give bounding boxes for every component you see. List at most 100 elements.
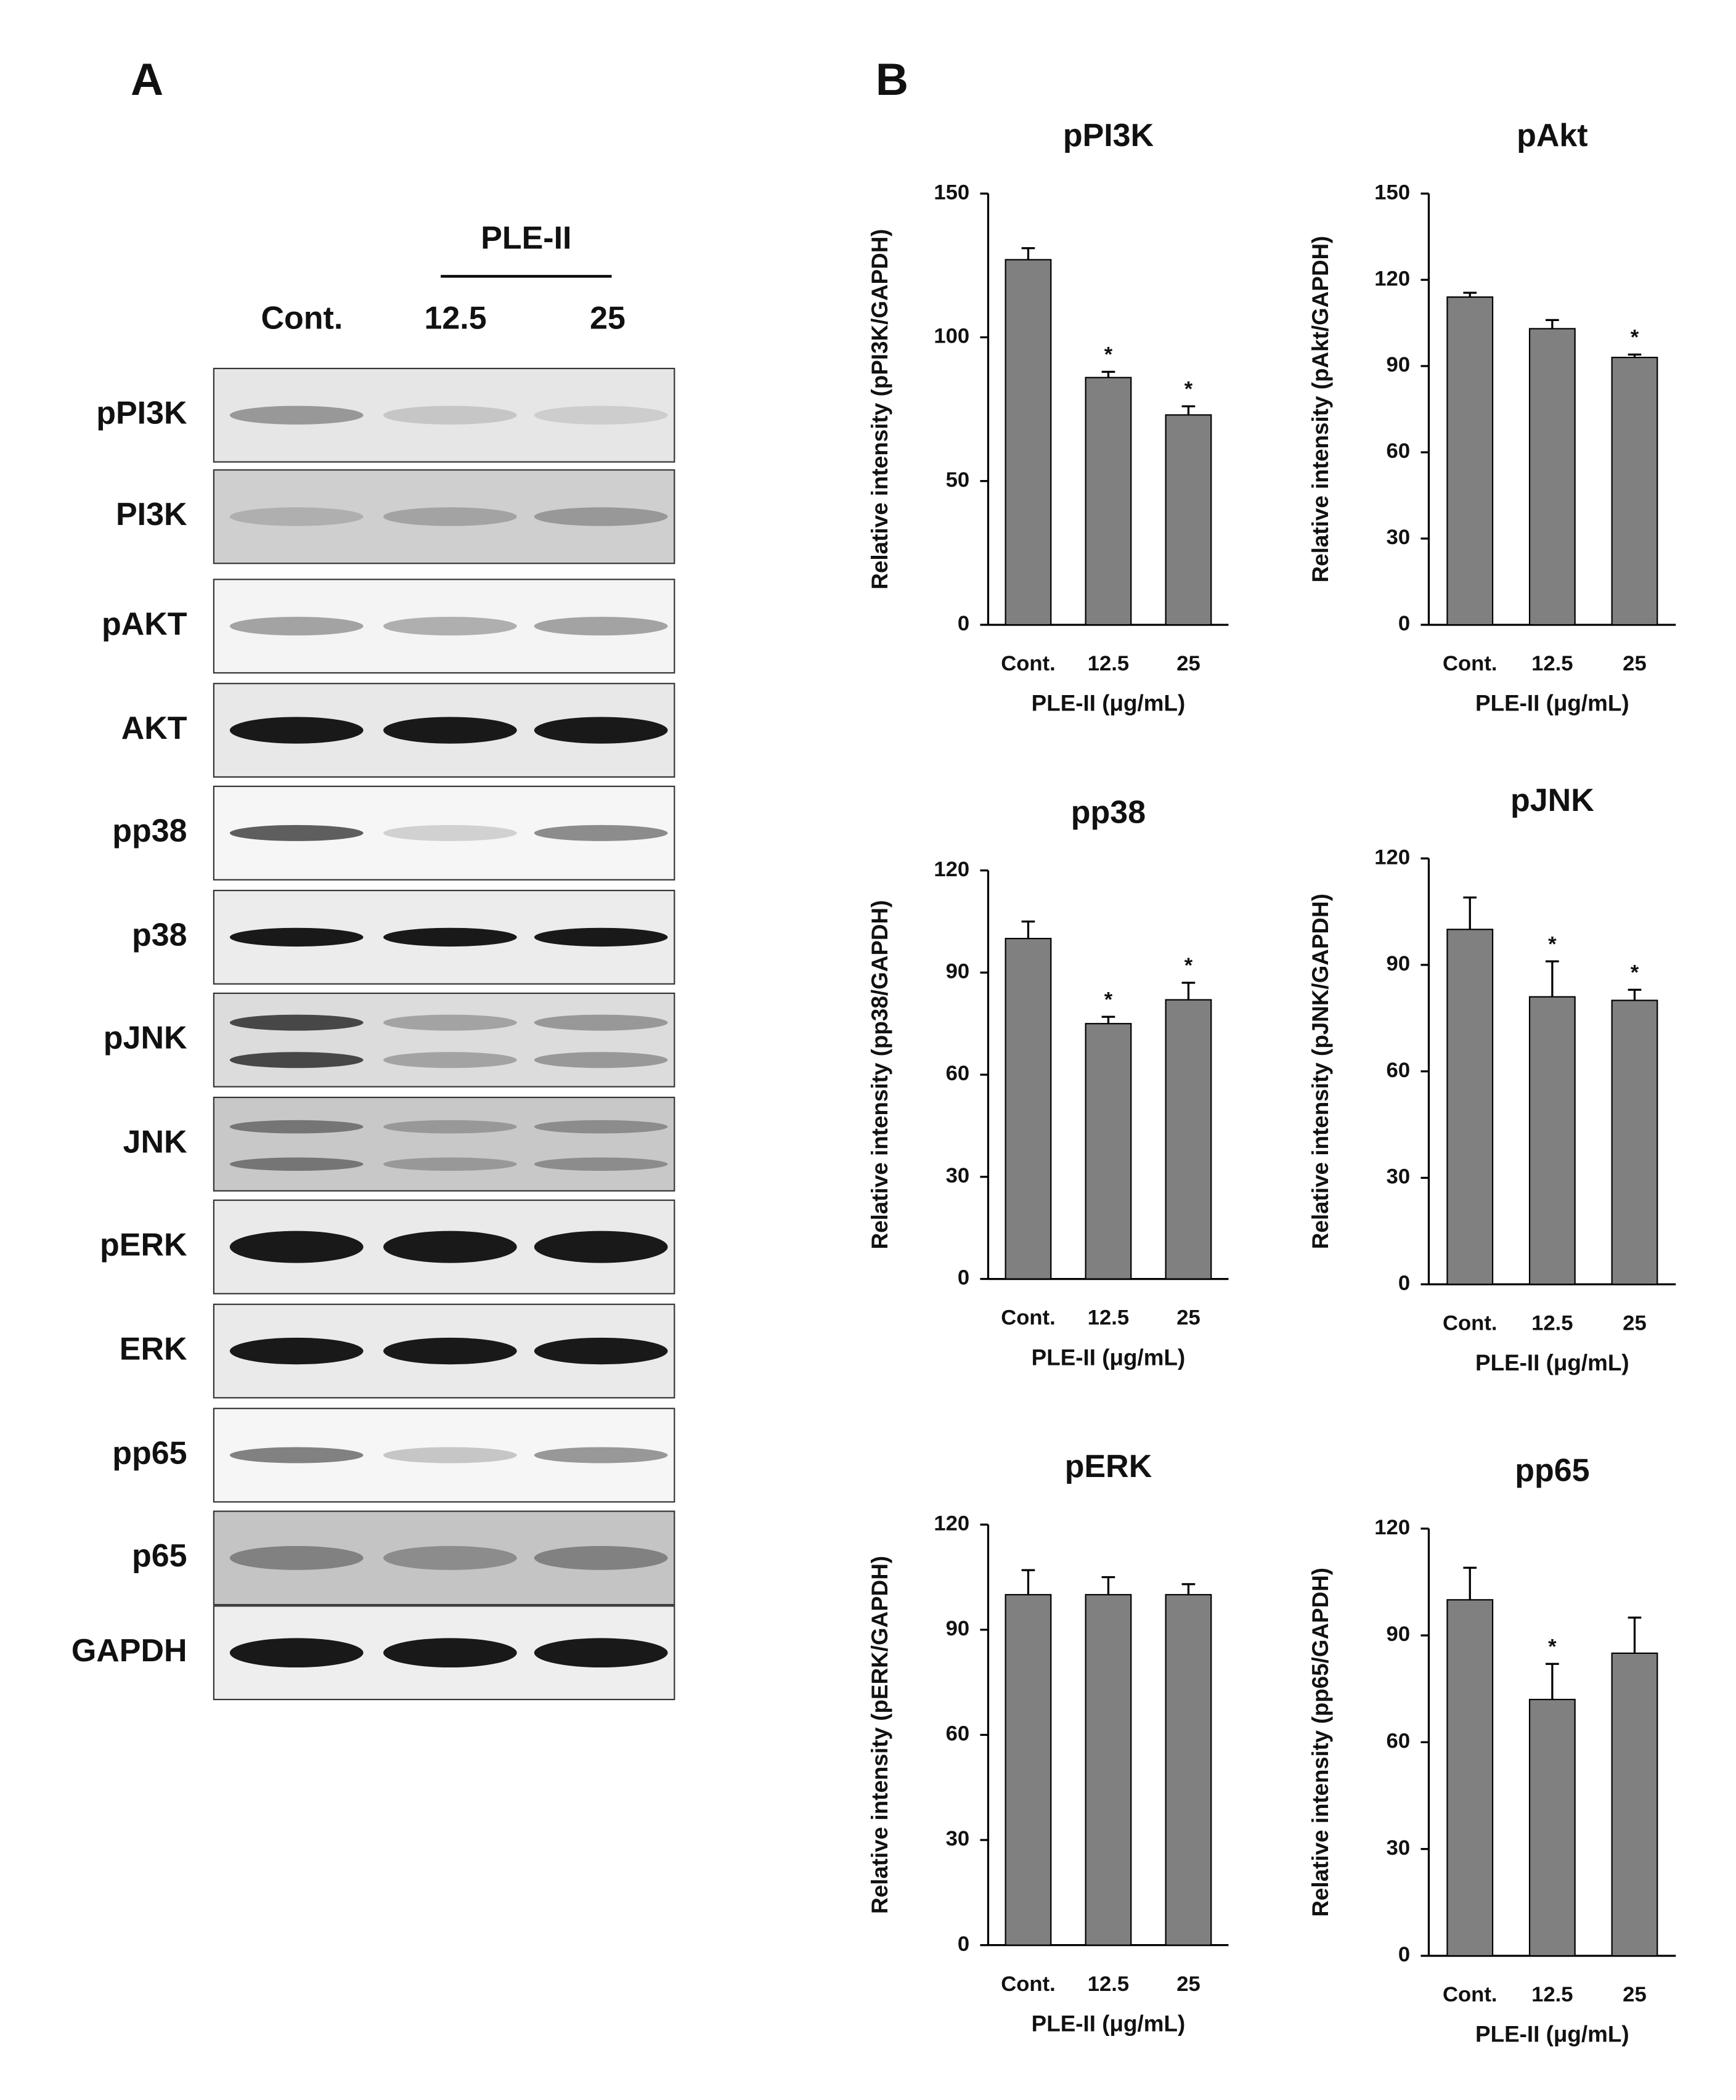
- blot-band: [229, 824, 364, 841]
- y-tick-label: 120: [1374, 845, 1410, 869]
- blot-row-label: pp65: [112, 1435, 187, 1471]
- blot-strip: [213, 1096, 675, 1192]
- y-tick-label: 150: [934, 181, 969, 204]
- y-tick-label: 150: [1374, 181, 1410, 204]
- y-axis-label: Relative intensity (pJNK/GAPDH): [1308, 893, 1333, 1249]
- x-tick-label: Cont.: [1443, 1311, 1498, 1335]
- error-bar: [1101, 370, 1115, 378]
- blot-band: [383, 1337, 517, 1365]
- error-bar: [1628, 1616, 1642, 1653]
- error-bar: [1021, 920, 1035, 939]
- error-bar: [1181, 1583, 1196, 1595]
- blot-band: [383, 1231, 517, 1263]
- y-tick-label: 90: [946, 959, 970, 983]
- y-axis-label: Relative intensity (pPI3K/GAPDH): [867, 229, 892, 589]
- bar: [1611, 1652, 1658, 1957]
- blot-row-label: ERK: [120, 1331, 187, 1367]
- y-tick-label: 30: [1387, 1836, 1411, 1860]
- panel-label: A: [131, 54, 163, 105]
- blot-band: [383, 1052, 517, 1068]
- panel-label: B: [876, 54, 908, 105]
- error-bar: [1628, 988, 1642, 1001]
- bar: [1085, 1023, 1132, 1280]
- bar: [1085, 376, 1132, 626]
- y-tick-label: 60: [946, 1062, 970, 1085]
- blot-band: [383, 1447, 517, 1463]
- x-tick-label: Cont.: [1443, 1983, 1498, 2006]
- lane-label: 25: [590, 301, 626, 336]
- blot-band: [534, 717, 668, 744]
- error-bar: [1021, 247, 1035, 260]
- blot-band: [229, 1014, 364, 1031]
- blot-row-label: GAPDH: [71, 1633, 187, 1669]
- y-tick-label: 0: [1398, 1943, 1410, 1966]
- error-bar: [1546, 1662, 1559, 1700]
- y-tick-label: 30: [946, 1164, 970, 1187]
- blot-band: [383, 1157, 517, 1171]
- x-tick-label: 25: [1176, 652, 1200, 675]
- blot-row-label: pERK: [100, 1227, 187, 1263]
- bar: [1005, 938, 1052, 1280]
- blot-band: [534, 1231, 668, 1263]
- bar: [1528, 1698, 1576, 1957]
- x-tick-label: Cont.: [1443, 652, 1498, 675]
- y-axis-label: Relative intensity (pp65/GAPDH): [1308, 1568, 1333, 1917]
- y-tick-label: 90: [1387, 952, 1411, 975]
- blot-band: [534, 1337, 668, 1365]
- y-tick-label: 90: [1387, 1622, 1411, 1646]
- bar: [1611, 356, 1658, 626]
- x-tick-label: Cont.: [1001, 1306, 1056, 1330]
- error-bar: [1101, 1576, 1115, 1595]
- chart-title: pp65: [1515, 1452, 1589, 1488]
- bar: [1528, 328, 1576, 626]
- blot-band: [534, 1638, 668, 1668]
- significance: *: [1548, 1635, 1557, 1658]
- x-axis-label: PLE-II (μg/mL): [1032, 2011, 1186, 2036]
- y-tick-label: 100: [934, 325, 969, 348]
- y-tick-label: 120: [1374, 267, 1410, 290]
- x-tick-label: 25: [1176, 1972, 1200, 1996]
- significance: *: [1631, 326, 1639, 349]
- blot-band: [534, 1157, 668, 1171]
- bar: [1005, 259, 1052, 626]
- blot-band: [534, 927, 668, 947]
- bar: [1446, 1599, 1494, 1957]
- error-bar: [1546, 960, 1559, 997]
- blot-band: [229, 1120, 364, 1134]
- blot-strip: [213, 992, 675, 1088]
- error-bar: [1546, 319, 1559, 329]
- blot-band: [383, 1014, 517, 1031]
- x-tick-label: 25: [1623, 652, 1647, 675]
- error-bar: [1463, 291, 1477, 298]
- blot-band: [229, 1231, 364, 1263]
- significance: *: [1548, 932, 1557, 956]
- lane-label: 12.5: [424, 301, 486, 336]
- error-bar: [1463, 1566, 1477, 1600]
- blot-band: [229, 1157, 364, 1171]
- y-axis-label: Relative intensity (pERK/GAPDH): [867, 1556, 892, 1914]
- blot-band: [534, 1052, 668, 1068]
- blot-band: [229, 1638, 364, 1668]
- y-tick-label: 50: [946, 468, 970, 492]
- bar: [1528, 996, 1576, 1285]
- x-tick-label: 25: [1623, 1983, 1647, 2006]
- blot-row-label: JNK: [123, 1124, 187, 1160]
- chart-title: pp38: [1071, 794, 1146, 830]
- bar: [1446, 296, 1494, 626]
- bar: [1165, 1593, 1212, 1946]
- blot-band: [383, 1545, 517, 1570]
- blot-band: [229, 616, 364, 636]
- y-tick-label: 0: [958, 1932, 969, 1956]
- chart-title: pERK: [1065, 1449, 1152, 1484]
- bar: [1165, 414, 1212, 626]
- blot-band: [229, 1545, 364, 1570]
- blot-row-label: pAKT: [102, 606, 187, 642]
- blot-row-label: pJNK: [104, 1020, 187, 1056]
- blot-band: [229, 405, 364, 425]
- y-axis-label: Relative intensity (pp38/GAPDH): [867, 900, 892, 1250]
- blot-band: [383, 1120, 517, 1134]
- x-tick-label: 25: [1623, 1311, 1647, 1335]
- error-bar: [1181, 405, 1196, 415]
